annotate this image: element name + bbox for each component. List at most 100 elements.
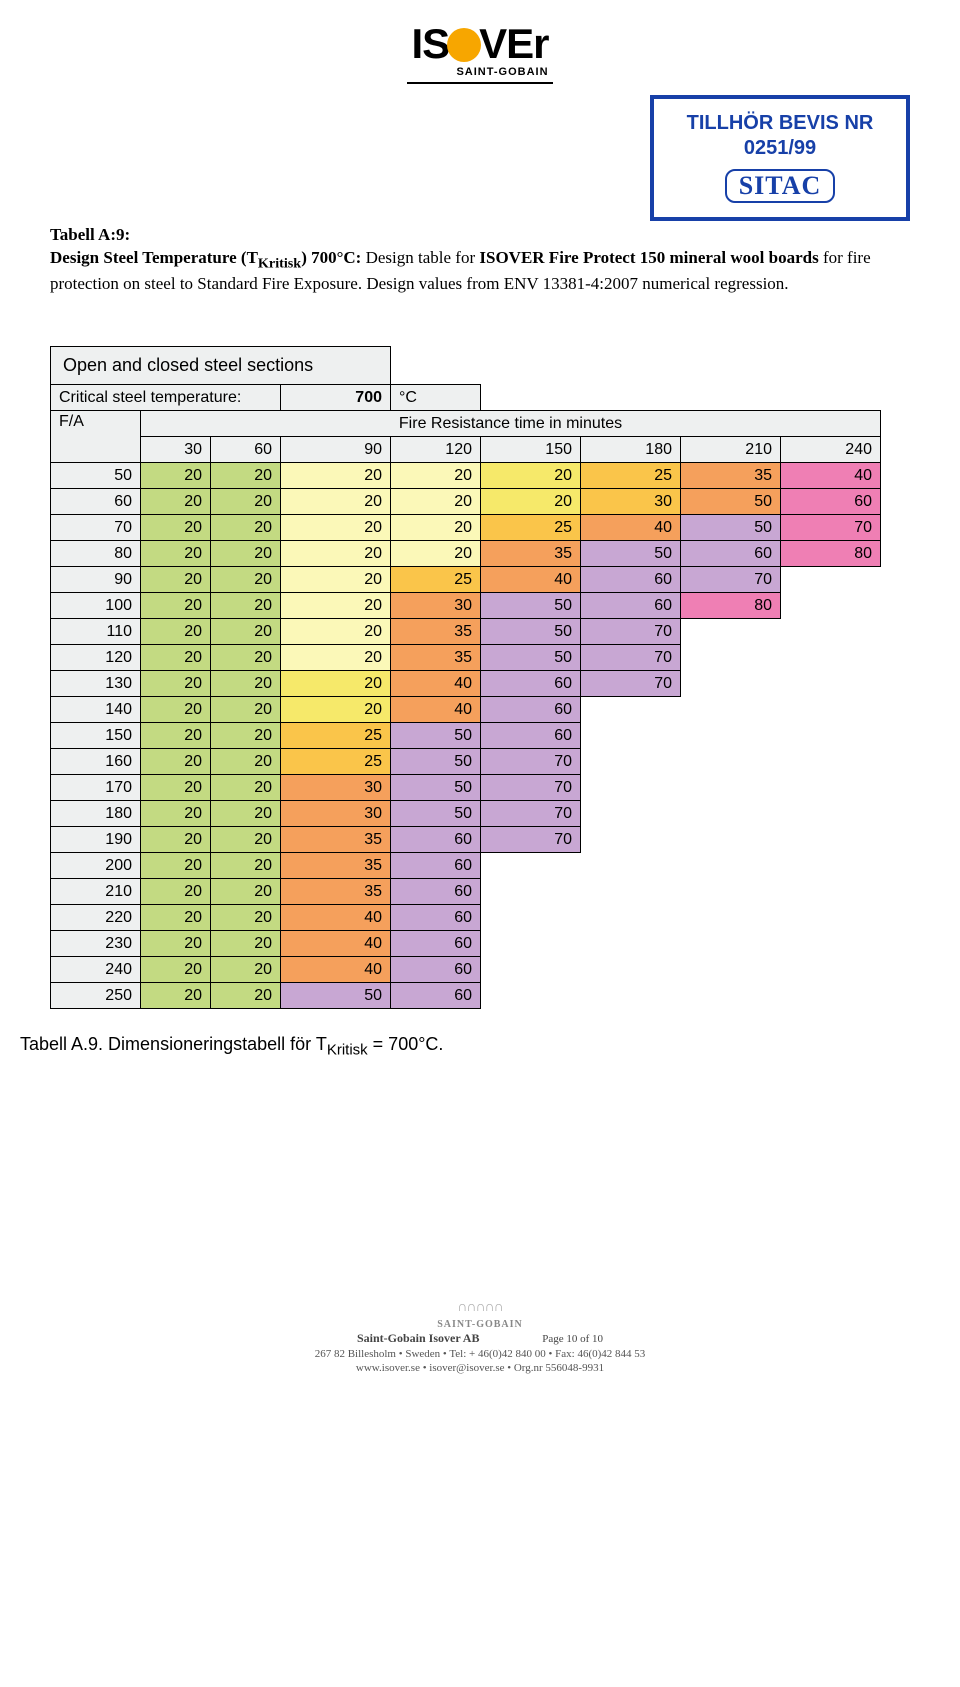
fa-value: 130 bbox=[51, 671, 141, 697]
data-cell: 20 bbox=[141, 749, 211, 775]
data-cell: 20 bbox=[211, 593, 281, 619]
data-cell: 60 bbox=[391, 827, 481, 853]
data-cell: 35 bbox=[391, 645, 481, 671]
data-cell: 80 bbox=[781, 541, 881, 567]
data-cell: 20 bbox=[141, 697, 211, 723]
fa-value: 90 bbox=[51, 567, 141, 593]
data-cell: 40 bbox=[391, 671, 481, 697]
data-cell: 70 bbox=[481, 827, 581, 853]
data-cell: 40 bbox=[281, 931, 391, 957]
data-cell: 20 bbox=[141, 489, 211, 515]
fa-value: 110 bbox=[51, 619, 141, 645]
data-cell: 20 bbox=[211, 671, 281, 697]
data-cell: 60 bbox=[391, 931, 481, 957]
data-cell: 20 bbox=[281, 567, 391, 593]
sitac-badge: SITAC bbox=[725, 169, 836, 203]
footer-web: www.isover.se • isover@isover.se • Org.n… bbox=[356, 1362, 604, 1374]
caption-prefix: Tabell A.9. Dimensioneringstabell för T bbox=[20, 1034, 327, 1054]
col-header: 240 bbox=[781, 437, 881, 463]
data-cell: 20 bbox=[281, 697, 391, 723]
data-cell: 20 bbox=[141, 775, 211, 801]
logo-right: VEr bbox=[479, 20, 548, 67]
fa-value: 140 bbox=[51, 697, 141, 723]
stamp-title: TILLHÖR BEVIS NR 0251/99 bbox=[664, 111, 896, 161]
footer-address: 267 82 Billesholm • Sweden • Tel: + 46(0… bbox=[315, 1348, 646, 1360]
data-cell: 70 bbox=[681, 567, 781, 593]
fa-value: 170 bbox=[51, 775, 141, 801]
data-cell: 50 bbox=[391, 723, 481, 749]
data-cell: 20 bbox=[211, 463, 281, 489]
data-cell: 20 bbox=[391, 463, 481, 489]
fa-value: 120 bbox=[51, 645, 141, 671]
data-cell: 20 bbox=[141, 463, 211, 489]
footer-company: Saint-Gobain Isover AB bbox=[357, 1331, 479, 1345]
data-cell: 50 bbox=[681, 515, 781, 541]
fa-value: 200 bbox=[51, 853, 141, 879]
stamp-line2: 0251/99 bbox=[744, 137, 816, 159]
data-cell: 60 bbox=[781, 489, 881, 515]
logo-left: IS bbox=[411, 20, 449, 67]
heading-sub: Kritisk bbox=[258, 255, 301, 271]
data-cell: 20 bbox=[211, 775, 281, 801]
data-cell: 30 bbox=[281, 801, 391, 827]
fa-value: 230 bbox=[51, 931, 141, 957]
heading-label: Tabell A:9: bbox=[50, 225, 130, 244]
fa-value: 220 bbox=[51, 905, 141, 931]
data-cell: 60 bbox=[391, 853, 481, 879]
data-cell: 20 bbox=[141, 879, 211, 905]
page-footer: ∩∩∩∩∩ SAINT-GOBAIN Saint-Gobain Isover A… bbox=[50, 1299, 910, 1376]
data-cell: 20 bbox=[211, 905, 281, 931]
data-cell: 20 bbox=[141, 645, 211, 671]
data-cell: 50 bbox=[391, 775, 481, 801]
footer-page: Page 10 of 10 bbox=[542, 1332, 603, 1346]
data-cell: 20 bbox=[281, 515, 391, 541]
data-cell: 20 bbox=[141, 931, 211, 957]
open-closed-header: Open and closed steel sections bbox=[51, 347, 391, 385]
data-cell: 25 bbox=[581, 463, 681, 489]
data-cell: 70 bbox=[481, 749, 581, 775]
data-cell: 35 bbox=[281, 879, 391, 905]
data-cell: 35 bbox=[391, 619, 481, 645]
data-cell: 60 bbox=[581, 593, 681, 619]
data-cell: 20 bbox=[211, 515, 281, 541]
isover-logo: ISVEr SAINT-GOBAIN bbox=[407, 20, 552, 84]
data-cell: 20 bbox=[211, 697, 281, 723]
data-cell: 35 bbox=[281, 827, 391, 853]
data-cell: 20 bbox=[211, 541, 281, 567]
data-cell: 40 bbox=[781, 463, 881, 489]
data-cell: 20 bbox=[141, 723, 211, 749]
caption-sub: Kritisk bbox=[327, 1042, 368, 1059]
data-cell: 20 bbox=[141, 853, 211, 879]
data-cell: 50 bbox=[391, 749, 481, 775]
data-cell: 20 bbox=[211, 749, 281, 775]
logo-sun-icon bbox=[447, 28, 481, 62]
data-cell: 40 bbox=[391, 697, 481, 723]
data-cell: 20 bbox=[281, 645, 391, 671]
fire-resistance-label: Fire Resistance time in minutes bbox=[141, 411, 881, 437]
data-cell: 20 bbox=[281, 489, 391, 515]
data-cell: 20 bbox=[211, 879, 281, 905]
data-cell: 25 bbox=[481, 515, 581, 541]
data-cell: 60 bbox=[681, 541, 781, 567]
heading-bold1: Design Steel Temperature (T bbox=[50, 248, 258, 267]
data-cell: 20 bbox=[391, 541, 481, 567]
data-cell: 30 bbox=[281, 775, 391, 801]
col-header: 150 bbox=[481, 437, 581, 463]
data-cell: 70 bbox=[481, 801, 581, 827]
data-cell: 20 bbox=[141, 957, 211, 983]
data-cell: 50 bbox=[481, 645, 581, 671]
heading-temp: ) 700°C: bbox=[301, 248, 361, 267]
data-cell: 50 bbox=[281, 983, 391, 1009]
data-cell: 20 bbox=[141, 619, 211, 645]
data-cell: 25 bbox=[391, 567, 481, 593]
data-cell: 60 bbox=[481, 671, 581, 697]
data-cell: 30 bbox=[391, 593, 481, 619]
data-cell: 20 bbox=[211, 619, 281, 645]
fa-value: 70 bbox=[51, 515, 141, 541]
data-cell: 40 bbox=[581, 515, 681, 541]
data-cell: 35 bbox=[281, 853, 391, 879]
heading-bold2: ISOVER Fire Protect 150 mineral wool boa… bbox=[479, 248, 818, 267]
data-cell: 40 bbox=[281, 957, 391, 983]
critical-unit: °C bbox=[391, 385, 481, 411]
fa-value: 180 bbox=[51, 801, 141, 827]
